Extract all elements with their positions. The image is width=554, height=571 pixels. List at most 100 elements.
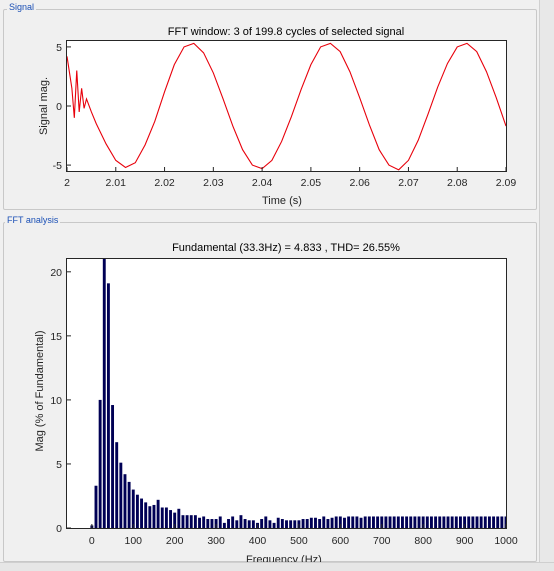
fft-plot xyxy=(90,259,506,528)
fft-bar xyxy=(479,516,483,528)
fft-bar xyxy=(218,516,222,528)
fft-bar xyxy=(235,520,239,528)
fft-bar xyxy=(338,516,342,528)
fft-bar xyxy=(222,522,226,528)
fft-bar xyxy=(334,516,338,528)
fft-bar xyxy=(293,520,297,528)
fft-bar xyxy=(131,489,135,528)
vertical-scrollbar[interactable] xyxy=(539,0,554,571)
fft-chart-title: Fundamental (33.3Hz) = 4.833 , THD= 26.5… xyxy=(172,242,400,254)
fft-bar xyxy=(351,516,355,528)
fft-bar xyxy=(173,512,177,528)
fft-bar xyxy=(227,519,230,528)
fft-bar xyxy=(442,516,446,528)
fft-bar xyxy=(463,516,467,528)
fft-bar xyxy=(372,516,375,528)
fft-bar xyxy=(355,516,359,528)
fft-bar xyxy=(430,516,433,528)
fft-bar xyxy=(322,516,326,528)
fft-bar xyxy=(202,516,206,528)
fft-bar xyxy=(446,516,450,528)
signal-line xyxy=(67,42,506,171)
fft-bar xyxy=(376,516,380,528)
fft-bar xyxy=(388,516,392,528)
fft-bar xyxy=(106,283,110,528)
fft-bar xyxy=(156,499,160,528)
fft-bar xyxy=(496,516,500,528)
fft-bar xyxy=(185,515,189,528)
fft-bar xyxy=(421,516,425,528)
signal-xlabel: Time (s) xyxy=(262,195,302,207)
fft-bar xyxy=(251,520,255,528)
fft-bar xyxy=(115,442,119,528)
fft-bar xyxy=(405,516,409,528)
fft-bar xyxy=(500,516,504,528)
fft-bar xyxy=(434,516,438,528)
fft-bar xyxy=(260,519,264,528)
fft-bar xyxy=(297,520,301,528)
signal-ylabel: Signal mag. xyxy=(38,76,50,136)
fft-bar xyxy=(152,504,156,528)
fft-bar xyxy=(417,516,421,528)
fft-bar xyxy=(409,516,413,528)
fft-bar xyxy=(119,462,123,528)
fft-bar xyxy=(289,520,293,528)
fft-bar xyxy=(206,519,210,528)
fft-bar xyxy=(144,502,148,528)
fft-bar xyxy=(347,516,351,528)
fft-bar xyxy=(380,516,384,528)
fft-bar xyxy=(285,520,288,528)
bottom-status-strip xyxy=(0,562,554,571)
fft-bar xyxy=(458,516,462,528)
fft-bar xyxy=(239,515,243,528)
fft-bar xyxy=(127,481,131,528)
fft-bar xyxy=(210,519,214,528)
fft-bar xyxy=(140,498,143,528)
fft-bar xyxy=(231,516,235,528)
fft-bar xyxy=(367,516,371,528)
fft-bar xyxy=(264,516,268,528)
fft-bar xyxy=(243,519,247,528)
fft-bar xyxy=(305,519,309,528)
fft-bar xyxy=(102,259,106,528)
signal-plot xyxy=(67,42,506,171)
fft-bar xyxy=(309,517,313,528)
fft-bar xyxy=(425,516,429,528)
fft-bar xyxy=(181,515,185,528)
fft-bar xyxy=(401,516,404,528)
fft-bar xyxy=(487,516,491,528)
fft-bar xyxy=(301,519,305,528)
fft-bar xyxy=(256,522,259,528)
fft-bar xyxy=(450,516,454,528)
signal-axes xyxy=(66,40,507,172)
fft-bar xyxy=(198,517,201,528)
fft-bar xyxy=(471,516,475,528)
fft-bar xyxy=(318,519,322,528)
fft-bar xyxy=(111,405,115,528)
fft-bar xyxy=(359,517,363,528)
fft-bar xyxy=(214,519,218,528)
fft-bar xyxy=(90,525,94,528)
fft-bar xyxy=(343,517,346,528)
fft-bar xyxy=(330,517,334,528)
fft-bar xyxy=(413,516,417,528)
fft-bar xyxy=(276,517,280,528)
fft-bar xyxy=(314,517,317,528)
fft-bar xyxy=(98,399,102,528)
fft-bar xyxy=(454,516,458,528)
fft-bar xyxy=(467,516,471,528)
fft-bar xyxy=(326,519,330,528)
signal-panel: Signal FFT window: 3 of 199.8 cycles of … xyxy=(0,0,540,210)
fft-bar xyxy=(504,516,506,528)
fft-bar xyxy=(438,516,442,528)
fft-bar xyxy=(160,507,164,528)
fft-bar xyxy=(483,516,487,528)
fft-bar xyxy=(94,485,98,528)
fft-ylabel: Mag (% of Fundamental) xyxy=(34,330,46,452)
fft-bar xyxy=(193,515,197,528)
fft-panel-frame xyxy=(3,222,537,562)
fft-bar xyxy=(247,520,251,528)
fft-bar xyxy=(280,519,284,528)
fft-panel-title: FFT analysis xyxy=(5,215,61,225)
fft-bar xyxy=(392,516,396,528)
